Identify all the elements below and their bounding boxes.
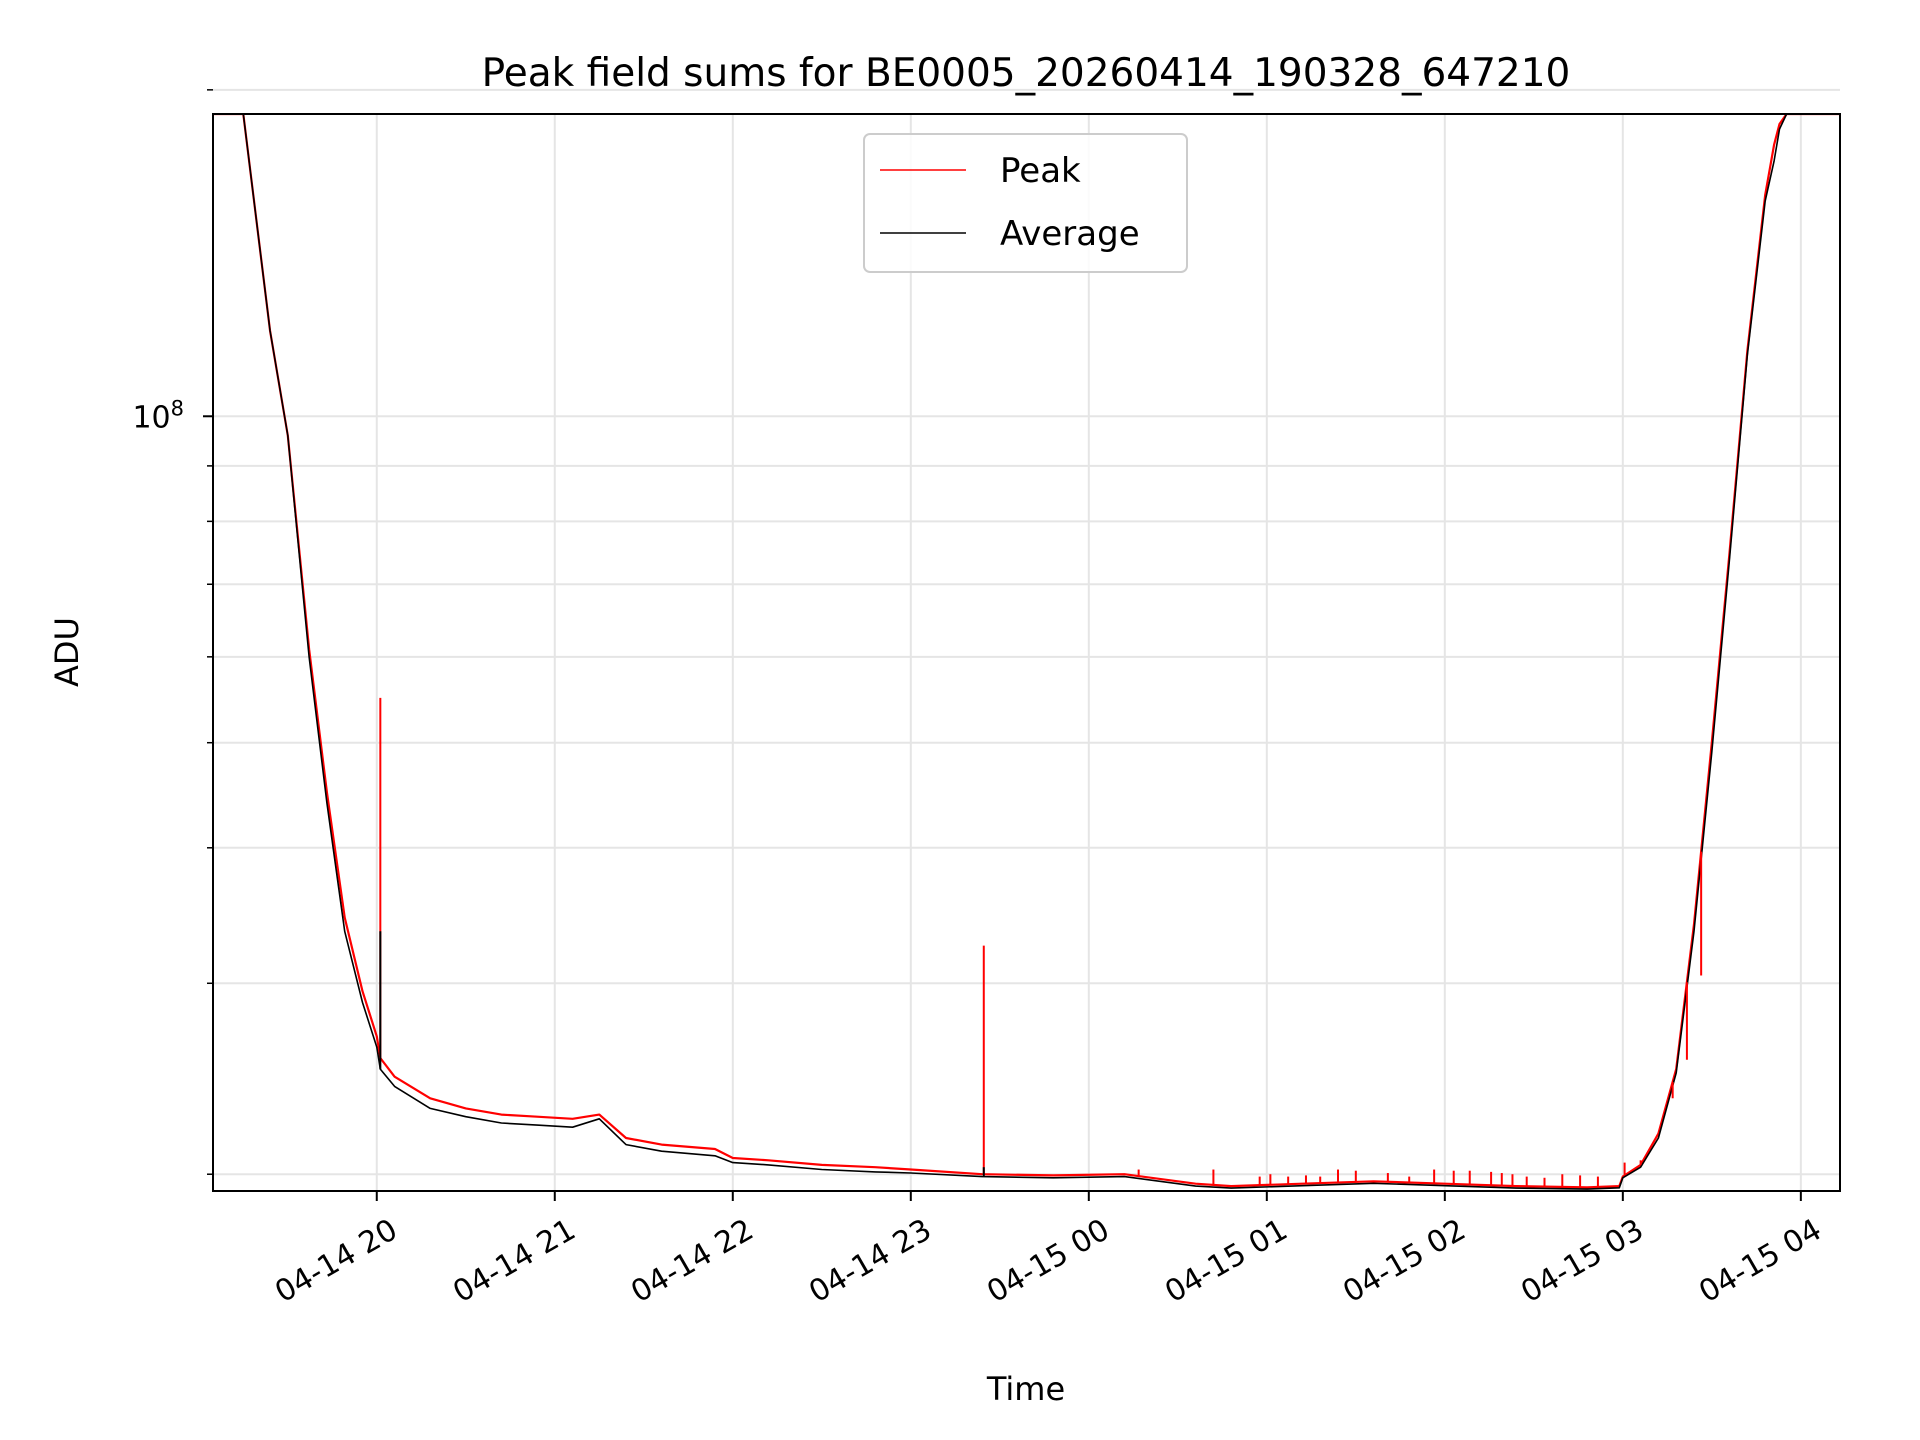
series-line-peak — [213, 114, 1840, 1189]
chart-title: Peak field sums for BE0005_20260414_1903… — [482, 51, 1571, 96]
plot-area — [213, 114, 1840, 1190]
series-line-average — [213, 114, 1840, 1190]
plot-frame — [212, 113, 1841, 1192]
grid — [213, 88, 1840, 1191]
y-tick-label: 108 — [132, 396, 184, 435]
legend-box — [863, 133, 1188, 273]
legend-label-peak: Peak — [1000, 151, 1081, 191]
legend-label-average: Average — [1000, 214, 1140, 254]
series-layer — [213, 114, 1840, 1190]
legend: Peak Average — [863, 133, 1188, 273]
y-axis: 108 — [132, 89, 213, 1175]
x-axis-label: Time — [986, 1370, 1065, 1408]
y-axis-label: ADU — [48, 617, 86, 687]
